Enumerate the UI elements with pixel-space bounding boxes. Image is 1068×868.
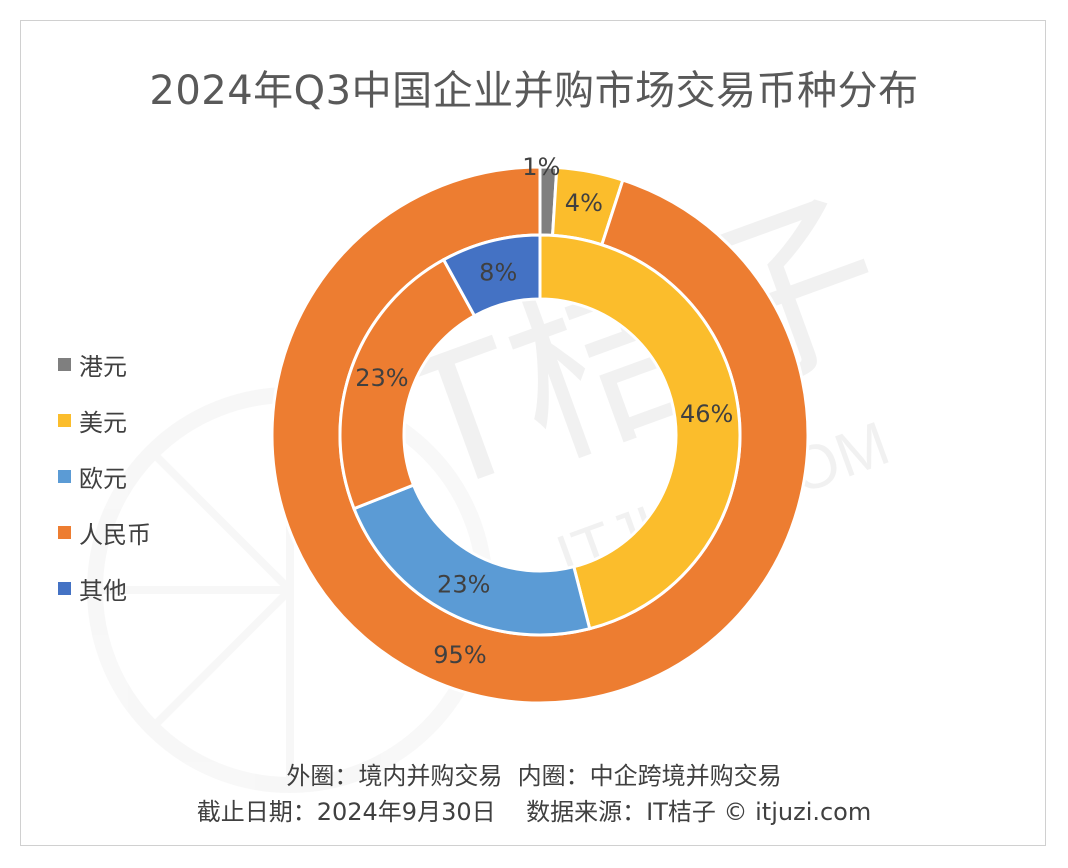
legend-swatch [58, 525, 71, 539]
legend-swatch [58, 357, 71, 371]
chart-frame [20, 20, 1046, 846]
footer-ring-note: 外圈：境内并购交易 内圈：中企跨境并购交易 [0, 756, 1068, 791]
inner-label-欧元: 23% [437, 571, 490, 599]
slice-labels: 1%4% 95% 46% 23% 23% 8% [355, 153, 733, 669]
inner-slice-美元[interactable] [538, 233, 742, 631]
legend-label: 美元 [79, 408, 127, 437]
legend-label: 人民币 [79, 520, 151, 549]
inner-label-其他: 8% [479, 258, 517, 286]
outer-label-港元: 1% [522, 153, 560, 181]
outer-label-美元: 4% [565, 189, 603, 217]
legend-item-eur[interactable]: 欧元 [58, 448, 151, 504]
outer-label-人民币: 95% [433, 641, 486, 669]
legend-label: 欧元 [79, 464, 127, 493]
legend-label: 其他 [79, 576, 127, 605]
legend-item-hkd[interactable]: 港元 [58, 336, 151, 392]
legend-swatch [58, 581, 71, 595]
inner-label-人民币: 23% [355, 364, 408, 392]
inner-ring [338, 233, 742, 637]
inner-label-美元: 46% [680, 400, 733, 428]
legend-item-usd[interactable]: 美元 [58, 392, 151, 448]
legend-label: 港元 [79, 352, 127, 381]
inner-slice-其他[interactable] [441, 233, 542, 318]
legend-swatch [58, 413, 71, 427]
footer-source: 数据来源：IT桔子 © itjuzi.com [526, 798, 872, 826]
chart-title: 2024年Q3中国企业并购市场交易币种分布 [149, 68, 919, 114]
legend-swatch [58, 469, 71, 483]
legend-item-cny[interactable]: 人民币 [58, 504, 151, 560]
legend-item-other[interactable]: 其他 [58, 560, 151, 616]
footer-inner-note: 内圈：中企跨境并购交易 [517, 762, 782, 790]
footer-date: 截止日期：2024年9月30日 [196, 798, 496, 826]
footer-source-note: 截止日期：2024年9月30日 数据来源：IT桔子 © itjuzi.com [0, 792, 1068, 827]
legend: 港元 美元 欧元 人民币 其他 [58, 336, 151, 616]
footer-outer-note: 外圈：境内并购交易 [286, 762, 503, 790]
